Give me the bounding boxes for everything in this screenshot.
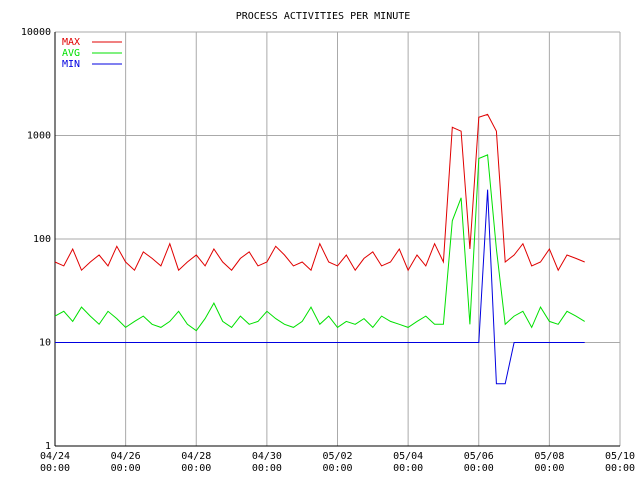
series-line	[54, 113, 585, 272]
legend-label: MIN	[62, 59, 80, 70]
x-tick-label: 05/06 00:00	[463, 451, 494, 474]
series-line	[55, 189, 585, 385]
chart-title: PROCESS ACTIVITIES PER MINUTE	[236, 11, 411, 22]
x-tick-label: 05/04 00:00	[393, 451, 424, 474]
series-line	[54, 154, 585, 332]
x-tick-label: 05/10 00:00	[604, 451, 636, 474]
x-tick-label: 04/26 00:00	[110, 451, 141, 474]
y-tick-label: 10000	[21, 27, 51, 38]
y-tick-label: 1	[45, 441, 51, 452]
legend-label: MAX	[62, 37, 80, 48]
x-tick-label: 04/24 00:00	[39, 451, 71, 474]
y-tick-label: 10	[39, 338, 51, 349]
legend-label: AVG	[62, 48, 80, 59]
y-tick-label: 100	[33, 234, 51, 245]
x-tick-label: 05/08 00:00	[534, 451, 565, 474]
x-tick-label: 05/02 00:00	[322, 451, 353, 474]
x-tick-label: 04/28 00:00	[181, 451, 212, 474]
x-tick-label: 04/30 00:00	[251, 451, 282, 474]
y-tick-label: 1000	[27, 131, 51, 142]
